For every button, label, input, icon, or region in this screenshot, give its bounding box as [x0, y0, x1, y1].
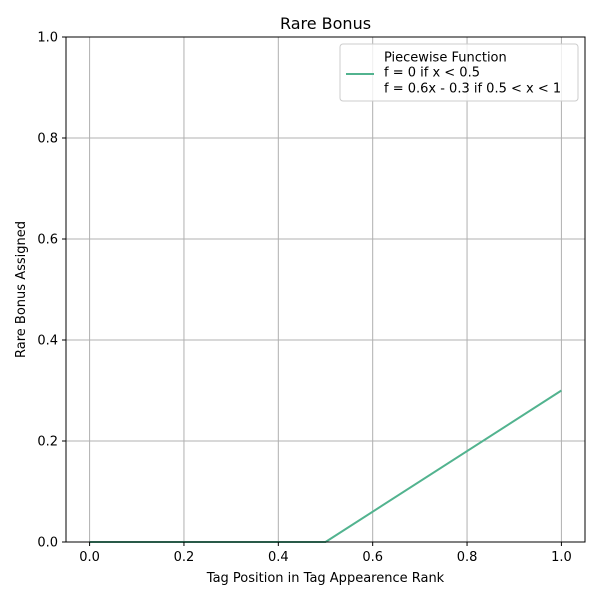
- x-axis-label: Tag Position in Tag Appearence Rank: [206, 571, 445, 586]
- y-axis: 0.0 0.2 0.4 0.6 0.8 1.0: [37, 31, 66, 551]
- x-tick-label: 0.6: [362, 550, 383, 565]
- x-tick-label: 0.4: [268, 550, 289, 565]
- y-axis-label: Rare Bonus Assigned: [14, 221, 29, 358]
- y-tick-label: 0.4: [37, 334, 58, 349]
- y-tick-label: 0.0: [37, 536, 58, 551]
- grid: [66, 36, 585, 543]
- plot-frame: [65, 36, 586, 543]
- legend-line-3: f = 0.6x - 0.3 if 0.5 < x < 1: [384, 82, 561, 97]
- chart-title: Rare Bonus: [280, 14, 371, 33]
- x-tick-label: 1.0: [551, 550, 572, 565]
- x-tick-label: 0.0: [79, 550, 100, 565]
- y-tick-label: 0.8: [37, 132, 58, 147]
- x-tick-label: 0.2: [174, 550, 195, 565]
- y-tick-label: 1.0: [37, 31, 58, 46]
- legend: Piecewise Function f = 0 if x < 0.5 f = …: [339, 43, 579, 102]
- y-tick-label: 0.6: [37, 233, 58, 248]
- x-axis: 0.0 0.2 0.4 0.6 0.8 1.0: [79, 542, 572, 565]
- legend-line-2: f = 0 if x < 0.5: [384, 66, 480, 81]
- legend-line-1: Piecewise Function: [384, 51, 507, 66]
- y-tick-label: 0.2: [37, 435, 58, 450]
- x-tick-label: 0.8: [457, 550, 478, 565]
- legend-box: [339, 43, 579, 102]
